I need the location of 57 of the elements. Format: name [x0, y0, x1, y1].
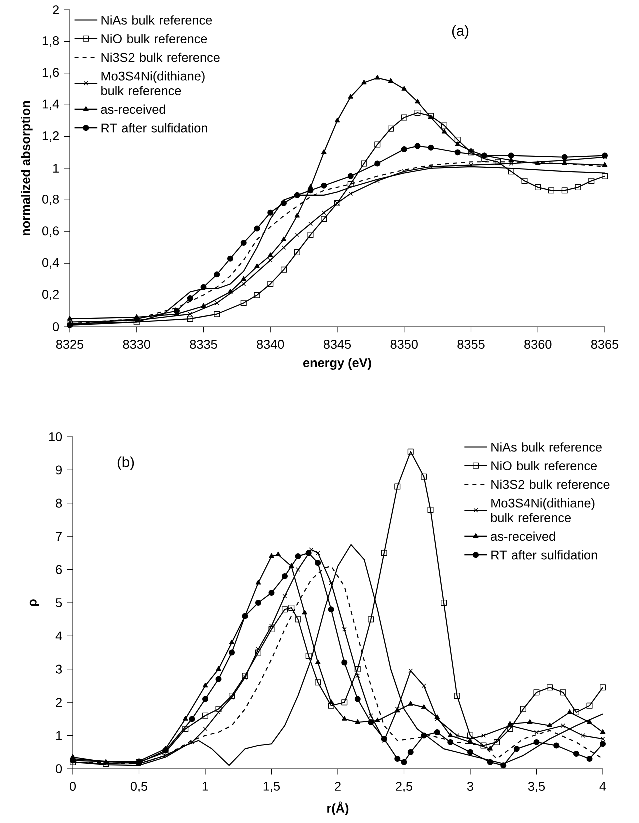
- y-tick-label: 10: [49, 432, 62, 442]
- x-axis-title: r(Å): [328, 802, 349, 816]
- y-tick-label: 0,8: [42, 194, 60, 206]
- y-tick-label: 1: [54, 164, 59, 173]
- y-tick-label: 1,6: [42, 68, 60, 79]
- x-tick-label: 8340: [257, 340, 284, 350]
- legend-label: RT after sulfidation: [492, 550, 598, 560]
- legend-label: NiAs bulk reference: [492, 442, 602, 452]
- x-tick-label: 8330: [123, 340, 150, 350]
- y-tick-label: 9: [56, 466, 62, 475]
- x-tick-label: 8325: [56, 340, 84, 350]
- annotation: (b): [118, 456, 134, 470]
- y-tick-label: 7: [56, 532, 62, 541]
- legend-label: as-received: [101, 104, 166, 114]
- x-tick-label: 2: [335, 782, 341, 791]
- x-axis-title: energy (eV): [304, 358, 372, 370]
- y-tick-label: 1: [56, 731, 62, 740]
- y-tick-label: 3: [56, 664, 62, 674]
- y-tick-label: 0: [56, 764, 62, 774]
- x-tick-label: 3,5: [528, 782, 546, 793]
- x-tick-label: 8365: [591, 340, 619, 350]
- y-tick-label: 0,2: [42, 290, 59, 301]
- x-tick-label: 8345: [324, 340, 352, 350]
- x-tick-label: 8360: [524, 340, 552, 350]
- x-tick-label: 0: [70, 782, 76, 792]
- y-axis-title: normalized absorption: [21, 101, 33, 236]
- y-tick-label: 1,2: [42, 132, 59, 142]
- x-tick-label: 4: [600, 782, 606, 791]
- x-tick-label: 3: [467, 782, 474, 792]
- x-tick-label: 8350: [390, 340, 418, 350]
- y-tick-label: 2: [53, 6, 59, 14]
- x-tick-label: 2,5: [396, 782, 413, 793]
- legend-label: NiAs bulk reference: [102, 16, 212, 25]
- x-tick-label: 1: [202, 782, 208, 791]
- y-tick-label: 0,6: [42, 226, 60, 238]
- y-tick-label: 8: [56, 498, 62, 508]
- x-tick-label: 8335: [190, 340, 218, 350]
- y-tick-label: 0,4: [42, 258, 60, 269]
- y-tick-label: 6: [56, 565, 62, 574]
- y-tick-label: 5: [56, 598, 62, 608]
- y-axis-title: ρ: [30, 600, 40, 606]
- legend-label: NiO bulk reference: [492, 461, 598, 471]
- legend-label: as-received: [491, 532, 556, 542]
- x-tick-label: 0,5: [130, 782, 148, 793]
- legend-label: RT after sulfidation: [102, 123, 208, 133]
- legend-label: NiO bulk reference: [102, 34, 208, 44]
- legend-label: Ni3S2 bulk reference: [102, 52, 220, 62]
- annotation: (a): [452, 25, 469, 40]
- y-tick-label: 2: [56, 698, 62, 708]
- x-tick-label: 8355: [458, 340, 485, 350]
- y-tick-label: 1,8: [42, 36, 60, 47]
- y-tick-label: 1,4: [42, 100, 60, 110]
- y-tick-label: 0: [53, 322, 60, 332]
- y-tick-label: 4: [56, 632, 62, 641]
- x-tick-label: 1,5: [264, 782, 280, 792]
- legend-label: Ni3S2 bulk reference: [492, 480, 610, 490]
- legend-label: Mo3S4Ni(dithiane) bulk reference: [491, 498, 595, 522]
